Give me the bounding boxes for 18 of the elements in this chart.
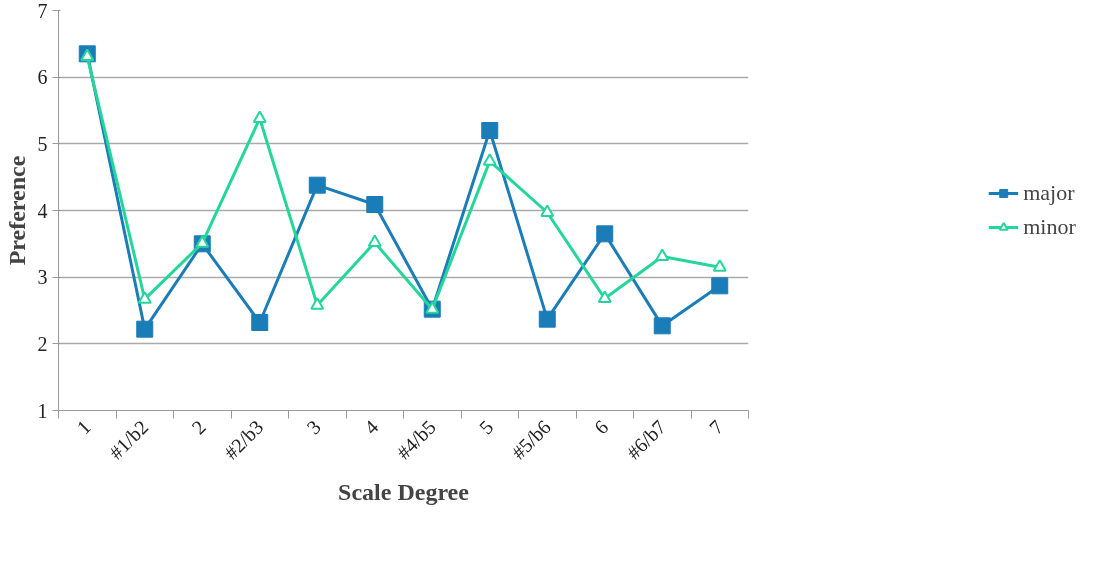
- x-tick-label: 6: [589, 415, 613, 439]
- legend-label: minor: [1023, 214, 1076, 240]
- x-tick-label: 4: [359, 415, 383, 439]
- y-tick-label: 5: [37, 132, 48, 155]
- y-tick-label: 3: [37, 266, 48, 289]
- legend-label: major: [1023, 180, 1075, 206]
- x-axis-title: Scale Degree: [338, 479, 470, 506]
- y-tick-label: 4: [37, 199, 48, 222]
- y-tick-label: 2: [37, 332, 48, 355]
- x-tick-label: 7: [704, 415, 728, 439]
- x-tick-label: 3: [302, 415, 326, 439]
- x-tick-label: 1: [72, 415, 96, 439]
- y-tick-label: 6: [37, 66, 48, 89]
- x-tick-label: 2: [187, 415, 211, 439]
- y-axis-title: Preference: [3, 155, 30, 266]
- x-tick-label: 5: [474, 415, 498, 439]
- y-tick-label: 1: [37, 399, 48, 422]
- y-tick-label: 7: [37, 0, 48, 22]
